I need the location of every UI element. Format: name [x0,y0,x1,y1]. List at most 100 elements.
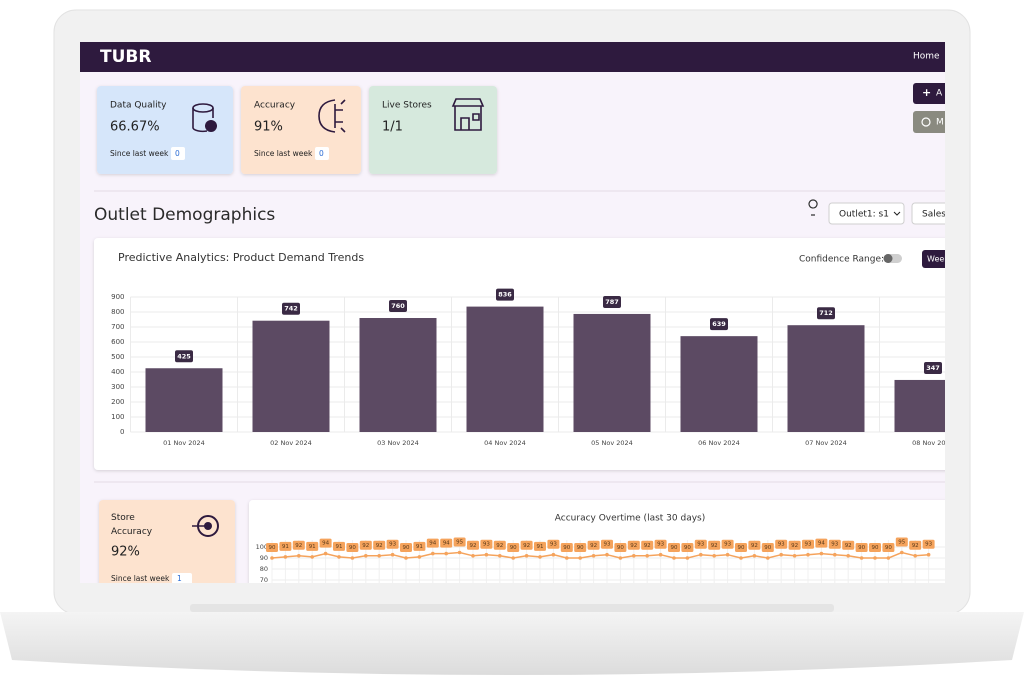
select-label[interactable]: Outlet1: s1 [839,210,889,220]
kpi-value: 66.67% [110,120,160,135]
button-label[interactable]: A [936,89,943,99]
chart-title: Accuracy Overtime (last 30 days) [555,514,705,524]
value-label-bg [426,538,439,548]
value-label: 92 [590,543,597,549]
y-tick-label: 100 [111,413,124,421]
kpi-since: Since last week [111,574,170,583]
value-label-bg [869,543,881,552]
point [578,556,582,560]
check-icon [205,120,217,132]
value-label: 93 [604,542,611,548]
button-label[interactable]: M [936,118,944,128]
point [645,554,649,558]
period-button[interactable] [922,250,962,268]
point [806,552,810,557]
value-label-bg [775,539,788,549]
point [565,556,569,560]
target-icon [204,522,212,530]
point [551,552,556,557]
point [819,551,824,556]
y-tick-label: 400 [111,368,124,376]
point [297,554,301,558]
plus-icon: + [922,86,931,99]
value-label: 90 [872,545,879,551]
value-label-bg [534,541,546,551]
y-tick-label: 70 [260,576,268,584]
value-label-bg [641,540,654,550]
value-label: 93 [389,542,396,548]
value-label-bg [306,541,319,551]
value-label-bg [909,540,922,550]
point [926,552,931,557]
point [350,556,355,560]
value-label-bg [842,540,855,550]
point [792,554,797,558]
value-label: 93 [805,542,812,548]
outlet-select[interactable] [828,202,905,225]
point [310,555,315,559]
value-label-bg [400,543,412,552]
manage-button[interactable] [913,111,953,133]
point [846,554,850,558]
value-label: 94 [322,541,329,547]
value-label: 90 [269,545,276,551]
value-label: 93 [724,542,731,548]
value-label: 92 [523,543,530,549]
value-label: 92 [751,543,758,549]
kpi-change: 0 [175,149,180,158]
point [873,556,877,560]
point [913,554,917,558]
value-label-bg [882,543,895,552]
point [538,555,542,559]
value-label: 95 [456,540,463,546]
value-label: 93 [483,542,490,548]
value-label-bg [614,543,627,552]
value-label: 90 [684,545,691,551]
period-label[interactable]: Week [927,255,949,264]
point [618,556,623,560]
value-label-bg [828,539,841,549]
y-tick-label: 80 [260,565,268,573]
point [431,551,435,556]
value-label-bg [761,543,774,552]
x-tick-label: 04 Nov 2024 [484,439,526,447]
point [779,552,783,557]
kpi-label: Accuracy [254,101,296,111]
point [766,556,770,560]
value-label-bg [175,350,193,363]
point [511,556,515,560]
value-label-bg [282,302,300,315]
value-label: 425 [177,352,191,360]
value-label: 94 [429,541,436,547]
x-tick-label: 01 Nov 2024 [163,439,205,447]
kpi-card [241,86,361,174]
value-label: 94 [818,541,825,547]
select-label[interactable]: Sales [922,210,946,220]
value-label-bg [319,538,332,548]
nav-link[interactable]: Home [913,52,940,62]
value-label: 92 [644,543,651,549]
value-label: 95 [898,540,905,546]
value-label-bg [547,539,560,549]
bar [466,306,544,432]
point [752,554,757,558]
value-label: 92 [496,543,503,549]
value-label-bg [359,540,372,550]
bar [573,313,651,432]
value-label-bg [373,540,386,550]
value-label: 90 [617,545,624,551]
value-label-bg [574,543,587,552]
y-tick-label: 100 [256,543,268,551]
value-label: 90 [510,545,517,551]
kpi-since: Since last week [254,149,313,158]
metric-select[interactable] [911,202,957,225]
value-label-bg [480,539,493,549]
point [270,556,274,560]
value-label: 90 [671,545,678,551]
kpi-change: 1 [177,574,182,583]
point [457,550,462,555]
value-label: 93 [550,542,557,548]
point [658,552,663,557]
add-button[interactable] [913,83,953,104]
